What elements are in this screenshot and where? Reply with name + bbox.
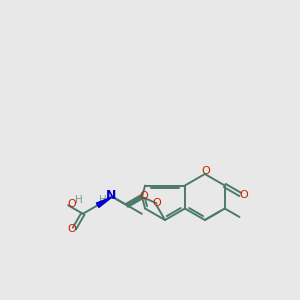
Text: N: N <box>106 189 116 202</box>
Text: O: O <box>202 166 210 176</box>
Text: O: O <box>152 198 161 208</box>
Text: O: O <box>67 224 76 235</box>
Text: H: H <box>75 195 83 205</box>
Polygon shape <box>96 197 112 207</box>
Text: O: O <box>140 191 148 201</box>
Text: O: O <box>239 190 248 200</box>
Text: H: H <box>100 195 107 205</box>
Text: O: O <box>68 199 76 209</box>
